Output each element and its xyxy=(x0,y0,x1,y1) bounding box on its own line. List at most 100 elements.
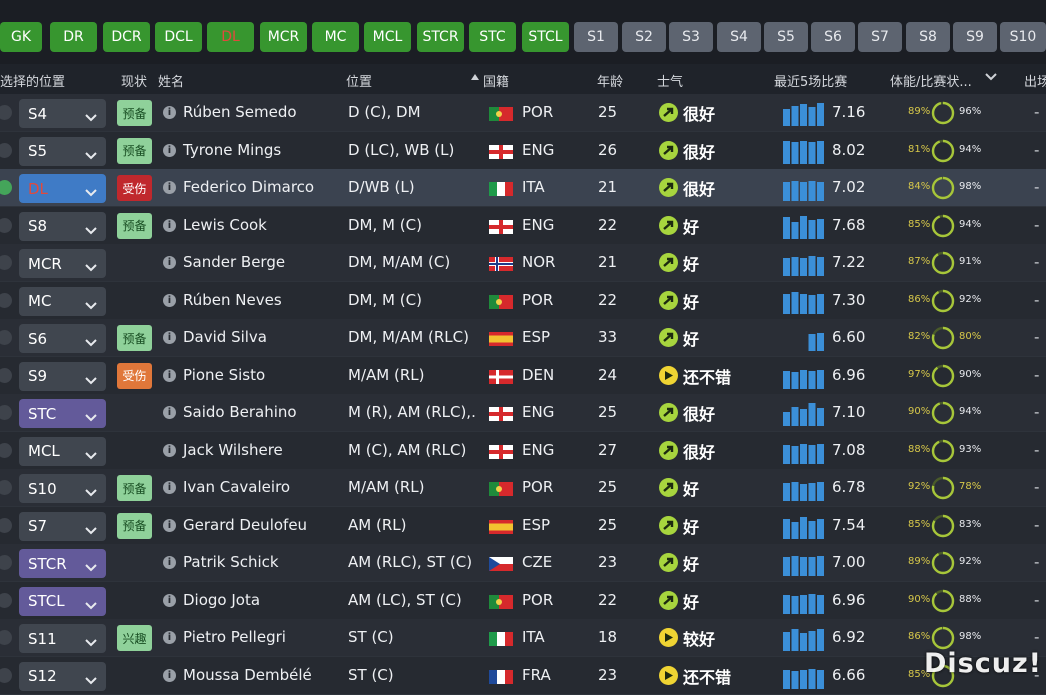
col-condition[interactable]: 体能/比赛状... xyxy=(890,75,972,90)
row-select-checkbox[interactable] xyxy=(0,442,12,458)
position-button-mc[interactable]: MC xyxy=(312,22,359,52)
position-button-mcr[interactable]: MCR xyxy=(260,22,307,52)
position-button-dcl[interactable]: DCL xyxy=(155,22,202,52)
info-icon[interactable]: i xyxy=(163,668,176,682)
col-nationality[interactable]: 国籍 xyxy=(483,75,510,90)
row-select-checkbox[interactable] xyxy=(0,630,12,645)
col-position[interactable]: 位置 xyxy=(346,75,373,90)
role-dropdown[interactable]: S12 xyxy=(19,661,106,691)
player-name[interactable]: Rúben Semedo xyxy=(183,103,297,121)
role-dropdown[interactable]: STC xyxy=(19,399,106,428)
table-row[interactable]: MCL i Jack Wilshere M (C), AM (RLC) ENG 27 很好 7… xyxy=(0,431,1046,470)
role-dropdown[interactable]: MC xyxy=(19,286,106,316)
info-icon[interactable]: i xyxy=(163,481,176,494)
row-select-checkbox[interactable] xyxy=(0,217,12,233)
position-button-stcl[interactable]: STCL xyxy=(522,22,569,52)
col-last5[interactable]: 最近5场比赛 xyxy=(774,75,848,90)
status-badge[interactable]: 受伤 xyxy=(117,175,152,201)
player-name[interactable]: Moussa Dembélé xyxy=(183,665,312,684)
table-row[interactable]: MCR i Sander Berge DM, M/AM (C) NOR 21 好 7.22 87… xyxy=(0,244,1046,282)
chevron-down-icon[interactable] xyxy=(984,71,998,87)
player-name[interactable]: David Silva xyxy=(183,328,268,346)
table-row[interactable]: S12 i Moussa Dembélé ST (C) FRA 23 还不错 6.66 85% - xyxy=(0,656,1046,695)
status-badge[interactable]: 预备 xyxy=(117,512,152,539)
row-select-checkbox[interactable] xyxy=(0,517,12,533)
col-appearances[interactable]: 出场 xyxy=(1024,75,1046,90)
role-dropdown[interactable]: S4 xyxy=(19,99,106,128)
status-badge[interactable]: 受伤 xyxy=(117,362,152,389)
info-icon[interactable]: i xyxy=(163,556,176,569)
table-row[interactable]: S6 预备 i David Silva DM, M/AM (RLC) ESP 33 好 6.60… xyxy=(0,319,1046,357)
position-button-stcr[interactable]: STCR xyxy=(417,22,464,52)
position-button-s2[interactable]: S2 xyxy=(622,22,666,52)
col-selected-position[interactable]: 选择的位置 xyxy=(0,75,66,90)
status-badge[interactable]: 预备 xyxy=(117,212,152,239)
player-name[interactable]: Lewis Cook xyxy=(183,215,267,234)
player-name[interactable]: Rúben Neves xyxy=(183,290,282,309)
role-dropdown[interactable]: S7 xyxy=(19,511,106,541)
table-row[interactable]: S11 兴趣 i Pietro Pellegri ST (C) ITA 18 较好 6.92 86… xyxy=(0,619,1046,657)
role-dropdown[interactable]: MCR xyxy=(19,249,106,278)
row-select-checkbox[interactable] xyxy=(0,555,12,570)
player-name[interactable]: Federico Dimarco xyxy=(183,178,315,196)
position-button-s3[interactable]: S3 xyxy=(669,22,713,52)
position-button-stc[interactable]: STC xyxy=(469,22,516,52)
role-dropdown[interactable]: STCL xyxy=(19,586,106,616)
table-row[interactable]: S7 预备 i Gerard Deulofeu AM (RL) ESP 25 好 7.54 85%… xyxy=(0,506,1046,545)
info-icon[interactable]: i xyxy=(163,106,176,119)
position-button-s5[interactable]: S5 xyxy=(764,22,808,52)
player-name[interactable]: Tyrone Mings xyxy=(183,140,282,159)
position-button-s10[interactable]: S10 xyxy=(1000,22,1046,52)
role-dropdown[interactable]: DL xyxy=(19,174,106,203)
player-name[interactable]: Gerard Deulofeu xyxy=(183,515,308,534)
info-icon[interactable]: i xyxy=(163,293,176,307)
role-dropdown[interactable]: S9 xyxy=(19,361,106,391)
position-button-s8[interactable]: S8 xyxy=(906,22,950,52)
player-name[interactable]: Jack Wilshere xyxy=(183,440,283,459)
row-select-checkbox[interactable] xyxy=(0,480,12,495)
info-icon[interactable]: i xyxy=(163,593,176,607)
col-status[interactable]: 现状 xyxy=(121,75,148,90)
status-badge[interactable]: 预备 xyxy=(117,100,152,126)
player-name[interactable]: Ivan Cavaleiro xyxy=(183,478,291,496)
table-row[interactable]: S8 预备 i Lewis Cook DM, M (C) ENG 22 好 7.68 85% 94%… xyxy=(0,206,1046,245)
col-name[interactable]: 姓名 xyxy=(158,75,185,90)
row-select-checkbox[interactable] xyxy=(0,330,12,345)
info-icon[interactable]: i xyxy=(163,631,176,644)
position-button-dcr[interactable]: DCR xyxy=(103,22,150,52)
table-row[interactable]: STCR i Patrik Schick AM (RLC), ST (C) CZE 23 好… xyxy=(0,544,1046,582)
table-row[interactable]: STCL i Diogo Jota AM (LC), ST (C) POR 22 好 6.96… xyxy=(0,581,1046,620)
row-select-checkbox[interactable] xyxy=(0,405,12,420)
player-name[interactable]: Sander Berge xyxy=(183,253,286,271)
position-button-s1[interactable]: S1 xyxy=(574,22,618,52)
row-select-checkbox[interactable] xyxy=(0,105,12,120)
position-button-s6[interactable]: S6 xyxy=(811,22,855,52)
status-badge[interactable]: 预备 xyxy=(117,475,152,501)
position-button-dl[interactable]: DL xyxy=(207,22,254,52)
col-age[interactable]: 年龄 xyxy=(597,75,624,90)
info-icon[interactable]: i xyxy=(163,406,176,419)
info-icon[interactable]: i xyxy=(163,256,176,269)
role-dropdown[interactable]: S5 xyxy=(19,136,106,166)
table-row[interactable]: S5 预备 i Tyrone Mings D (LC), WB (L) ENG 26 很好 8.… xyxy=(0,131,1046,170)
table-row[interactable]: MC i Rúben Neves DM, M (C) POR 22 好 7.30 86% 92% - xyxy=(0,281,1046,320)
col-morale[interactable]: 士气 xyxy=(657,75,684,90)
row-select-checkbox[interactable] xyxy=(0,667,12,683)
info-icon[interactable]: i xyxy=(163,331,176,344)
info-icon[interactable]: i xyxy=(163,518,176,532)
position-button-gk[interactable]: GK xyxy=(0,22,42,52)
player-name[interactable]: Pietro Pellegri xyxy=(183,628,286,646)
player-name[interactable]: Diogo Jota xyxy=(183,590,261,609)
role-dropdown[interactable]: STCR xyxy=(19,549,106,578)
table-row[interactable]: S4 预备 i Rúben Semedo D (C), DM POR 25 很好 7.16 89%… xyxy=(0,94,1046,132)
status-badge[interactable]: 预备 xyxy=(117,137,152,164)
role-dropdown[interactable]: S6 xyxy=(19,324,106,353)
role-dropdown[interactable]: MCL xyxy=(19,436,106,466)
position-button-s9[interactable]: S9 xyxy=(953,22,997,52)
position-button-s7[interactable]: S7 xyxy=(858,22,902,52)
row-select-checkbox[interactable] xyxy=(0,142,12,158)
position-button-s4[interactable]: S4 xyxy=(717,22,761,52)
role-dropdown[interactable]: S11 xyxy=(19,624,106,653)
info-icon[interactable]: i xyxy=(163,443,176,457)
position-button-dr[interactable]: DR xyxy=(50,22,97,52)
